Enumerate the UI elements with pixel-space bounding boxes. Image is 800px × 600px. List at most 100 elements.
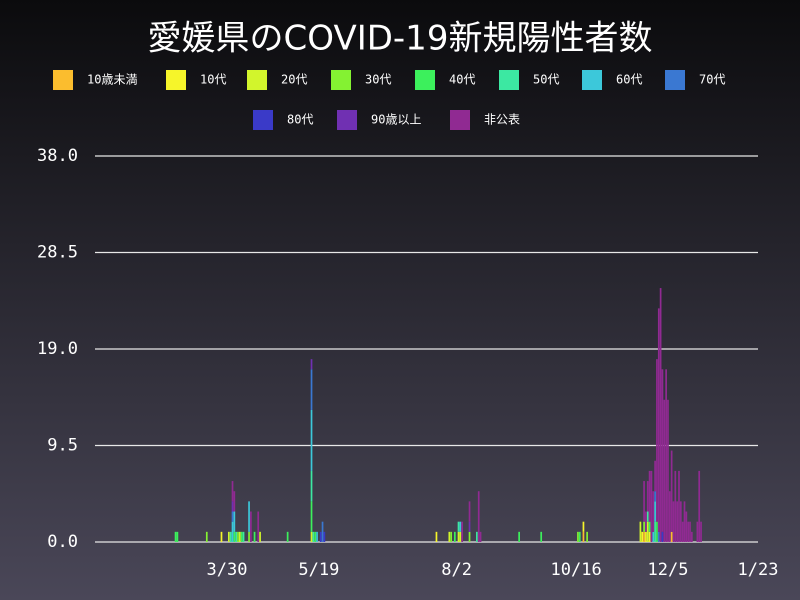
bar-segment [643, 531, 645, 542]
bar-segment [205, 531, 208, 542]
bar-segment [578, 531, 581, 542]
legend-swatch [665, 70, 685, 90]
legend-label: 20代 [281, 73, 307, 87]
bar-segment [250, 511, 252, 542]
bar-segment [646, 511, 649, 522]
legend-swatch [253, 110, 273, 130]
bar-segment [227, 531, 230, 542]
x-tick-label: 8/2 [441, 560, 472, 580]
bar-segment [689, 521, 691, 542]
legend-label: 非公表 [484, 113, 520, 127]
legend-label: 70代 [699, 73, 725, 87]
y-tick-label: 9.5 [47, 436, 78, 456]
bar-segment [663, 399, 666, 542]
bar-segment [643, 521, 645, 532]
bar-segment [231, 521, 234, 542]
bar-segment [176, 531, 179, 542]
bar-segment [698, 470, 701, 542]
bar-segment [582, 531, 585, 542]
bar-segment [648, 521, 651, 532]
bar-segment [679, 501, 682, 542]
bar-segment [654, 501, 656, 522]
bar-segment [648, 470, 651, 522]
bar-segment [656, 521, 658, 542]
bar-segment [459, 531, 462, 542]
bar-segment [323, 531, 326, 542]
bar-segment [319, 531, 322, 542]
bar-segment [453, 531, 456, 542]
bar-segment [661, 531, 664, 542]
bar-segment [646, 481, 649, 512]
bar-segment [582, 521, 585, 532]
legend-label: 50代 [533, 73, 559, 87]
bar-segment [240, 531, 243, 542]
bar-segment [314, 531, 317, 542]
bar-segment [681, 521, 684, 542]
bar-segment [646, 521, 649, 542]
bar-segment [231, 511, 234, 522]
bar-segment [639, 521, 642, 542]
legend-label: 10代 [200, 73, 226, 87]
y-tick-label: 38.0 [37, 146, 78, 166]
bar-segment [670, 531, 673, 542]
x-tick-label: 12/5 [647, 560, 688, 580]
bar-segment [231, 501, 234, 512]
bar-segment [696, 521, 699, 542]
bar-segment [479, 531, 482, 542]
chart-title: 愛媛県のCOVID-19新規陽性者数 [148, 19, 653, 59]
bar-segment [459, 521, 462, 532]
bar-segment [457, 531, 460, 542]
legend-swatch [53, 70, 73, 90]
legend-swatch [582, 70, 602, 90]
bar-segment [257, 511, 260, 542]
bar-segment [659, 288, 662, 542]
bar-segment [310, 359, 313, 370]
legend-swatch [166, 70, 186, 90]
bar-segment [310, 531, 313, 542]
bar-segment [676, 501, 679, 542]
bar-segment [670, 450, 673, 532]
bar-segment [700, 521, 702, 542]
bar-segment [641, 531, 644, 542]
y-tick-label: 28.5 [37, 243, 78, 263]
bar-segment [248, 531, 250, 542]
bar-segment [229, 531, 232, 542]
bar-segment [235, 531, 238, 542]
bar-segment [468, 531, 471, 542]
bar-segment [316, 531, 318, 542]
bar-segment [657, 308, 660, 532]
bar-segment [645, 531, 647, 542]
bar-segment [310, 409, 313, 471]
bar-segment [468, 501, 471, 522]
bar-segment [233, 491, 236, 512]
bar-segment [242, 531, 245, 542]
bar-segment [468, 521, 471, 532]
bar-segment [674, 470, 677, 542]
bar-segment [667, 399, 669, 542]
bar-segment [654, 521, 656, 542]
bar-segment [310, 501, 313, 532]
bar-segment [259, 531, 261, 542]
legend-swatch [331, 70, 351, 90]
bar-segment [654, 491, 656, 502]
bar-segment [461, 521, 464, 542]
bar-segment [312, 531, 315, 542]
bar-segment [672, 501, 675, 542]
bar-segment [450, 531, 453, 542]
bar-segment [665, 369, 667, 542]
legend-swatch [499, 70, 519, 90]
bar-segment [656, 359, 658, 522]
bar-segment [645, 511, 647, 532]
bar-segment [518, 531, 520, 542]
bar-segment [477, 491, 480, 542]
bar-segment [233, 511, 236, 532]
legend-label: 40代 [449, 73, 475, 87]
bar-segment [239, 531, 241, 542]
bar-segment [233, 531, 236, 542]
x-tick-label: 1/23 [738, 560, 779, 580]
bar-segment [648, 531, 651, 542]
bar-segment [174, 531, 177, 542]
legend-label: 80代 [287, 113, 313, 127]
bar-segment [448, 531, 451, 542]
y-tick-label: 19.0 [37, 339, 78, 359]
